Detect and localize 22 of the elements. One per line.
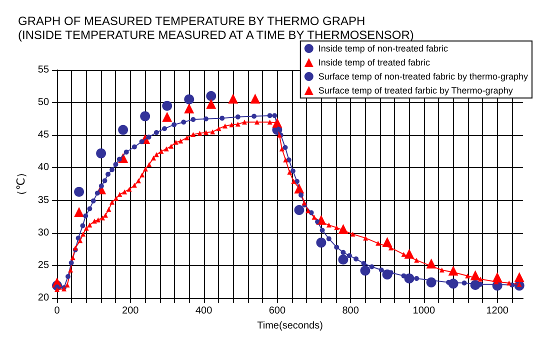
- x-axis-title: Time(seconds): [257, 320, 323, 332]
- x-tick-label: 800: [342, 306, 360, 316]
- y-tick-label: 30: [38, 227, 50, 238]
- x-tick-label: 400: [195, 306, 213, 316]
- y-tick-label: 50: [38, 97, 50, 108]
- legend-label: Inside temp of non-treated fabric: [318, 44, 448, 54]
- legend-label: Inside temp of treated fabric: [318, 58, 430, 68]
- y-tick-label: 35: [38, 194, 50, 206]
- y-tick-label: 25: [38, 260, 50, 271]
- x-tick-label: 200: [122, 306, 140, 316]
- x-tick-label: 0: [54, 306, 60, 316]
- x-tick-label: 1200: [486, 306, 509, 316]
- chart-title: GRAPH OF MEASURED TEMPERATURE BY THERMO GRAPH (INSIDE TEMPERATURE MEASURED AT A TIME BY THERMOSENSOR): [18, 14, 414, 42]
- legend-label: Surface temp of treated farbic by Thermo-graphy: [318, 86, 514, 96]
- y-tick-label: 45: [38, 130, 50, 141]
- legend-label: Surface temp of non-treated fabric by thermo-graphy: [318, 72, 528, 82]
- x-tick-label: 1000: [412, 306, 436, 316]
- x-tick-label: 600: [268, 306, 286, 316]
- y-axis-title: （℃）: [16, 166, 28, 202]
- y-tick-label: 40: [38, 162, 50, 174]
- y-tick-label: 20: [38, 292, 50, 304]
- y-tick-label: 55: [38, 64, 50, 76]
